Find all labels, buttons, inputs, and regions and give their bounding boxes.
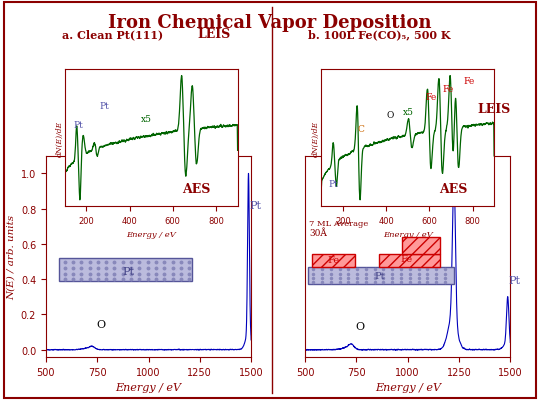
Text: x5: x5 [141,115,152,124]
Text: Pt: Pt [249,200,261,211]
Y-axis label: N(E) / arb. units: N(E) / arb. units [6,214,15,299]
Text: Fe: Fe [425,93,436,102]
Text: LEIS: LEIS [478,102,511,115]
Text: Fe: Fe [455,192,469,203]
Text: Fe: Fe [327,255,340,264]
Bar [58,259,192,282]
Text: Pt: Pt [99,101,109,110]
Text: C: C [357,125,364,134]
Text: 30Å: 30Å [309,229,327,237]
Text: 7 ML Average: 7 ML Average [309,219,368,227]
Text: O: O [387,111,394,120]
Text: a. Clean Pt(111): a. Clean Pt(111) [62,29,163,40]
Text: Iron Chemical Vapor Deposition: Iron Chemical Vapor Deposition [108,14,432,32]
X-axis label: Energy / eV: Energy / eV [126,231,176,239]
Text: Pt: Pt [122,266,134,276]
Text: O: O [355,321,364,331]
Text: b. 100L Fe(CO)₅, 500 K: b. 100L Fe(CO)₅, 500 K [308,29,450,40]
Bar [312,254,355,267]
Text: Pt: Pt [73,120,83,130]
Text: Pt: Pt [374,271,384,280]
Text: Fe: Fe [400,254,413,263]
Text: AES: AES [439,183,467,196]
Text: O: O [96,319,105,329]
Text: Fe: Fe [463,77,474,86]
Text: AES: AES [183,183,211,196]
X-axis label: Energy / eV: Energy / eV [383,231,433,239]
X-axis label: Energy / eV: Energy / eV [375,382,441,392]
Text: LEIS: LEIS [197,28,231,41]
Text: Pt: Pt [328,179,338,188]
Text: Fe: Fe [442,85,454,94]
Bar [379,254,440,267]
Text: Pt: Pt [508,275,520,285]
Text: x5: x5 [402,108,414,117]
Y-axis label: dN(E)/dE: dN(E)/dE [56,120,63,156]
Bar [308,267,454,284]
Bar [402,237,440,254]
X-axis label: Energy / eV: Energy / eV [116,382,181,392]
Y-axis label: dN(E)/dE: dN(E)/dE [312,120,320,156]
